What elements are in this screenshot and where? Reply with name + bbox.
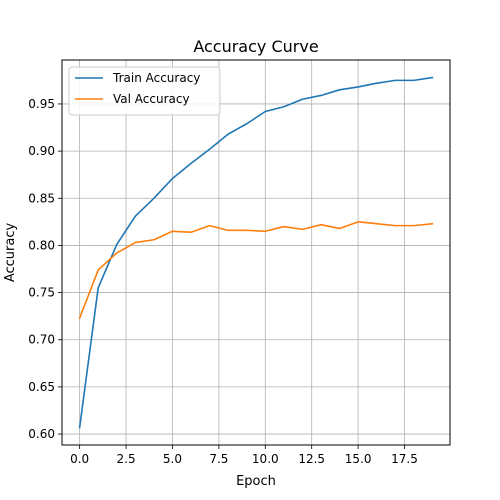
x-tick-label: 5.0 [163, 452, 182, 466]
legend-label: Val Accuracy [113, 92, 190, 106]
grid [62, 60, 450, 445]
y-tick-label: 0.90 [28, 144, 55, 158]
plot-frame [61, 59, 451, 446]
legend: Train Accuracy Val Accuracy [68, 66, 221, 116]
series-lines [78, 76, 434, 429]
axis-ticks: 0.0 2.5 5.0 7.5 10.0 12.5 15.0 17.5 0.60 0.65 0.70… [28, 97, 418, 466]
x-tick-label: 17.5 [391, 452, 418, 466]
y-axis-label: Accuracy [3, 223, 18, 283]
series-line-val [78, 221, 434, 320]
x-tick-label: 10.0 [252, 452, 279, 466]
x-tick-label: 15.0 [345, 452, 372, 466]
y-tick-label: 0.70 [28, 333, 55, 347]
x-tick-label: 12.5 [298, 452, 325, 466]
legend-box [68, 66, 221, 116]
x-tick-label: 0.0 [70, 452, 89, 466]
y-tick-label: 0.75 [28, 286, 55, 300]
legend-label: Train Accuracy [112, 71, 200, 85]
x-tick-label: 7.5 [209, 452, 228, 466]
y-tick-label: 0.85 [28, 191, 55, 205]
y-tick-label: 0.65 [28, 380, 55, 394]
chart-title: Accuracy Curve [193, 37, 318, 56]
x-axis-label: Epoch [236, 474, 276, 489]
y-tick-label: 0.60 [28, 427, 55, 441]
y-tick-label: 0.95 [28, 97, 55, 111]
series-line-train [78, 76, 434, 429]
x-tick-label: 2.5 [117, 452, 136, 466]
y-tick-label: 0.80 [28, 238, 55, 252]
